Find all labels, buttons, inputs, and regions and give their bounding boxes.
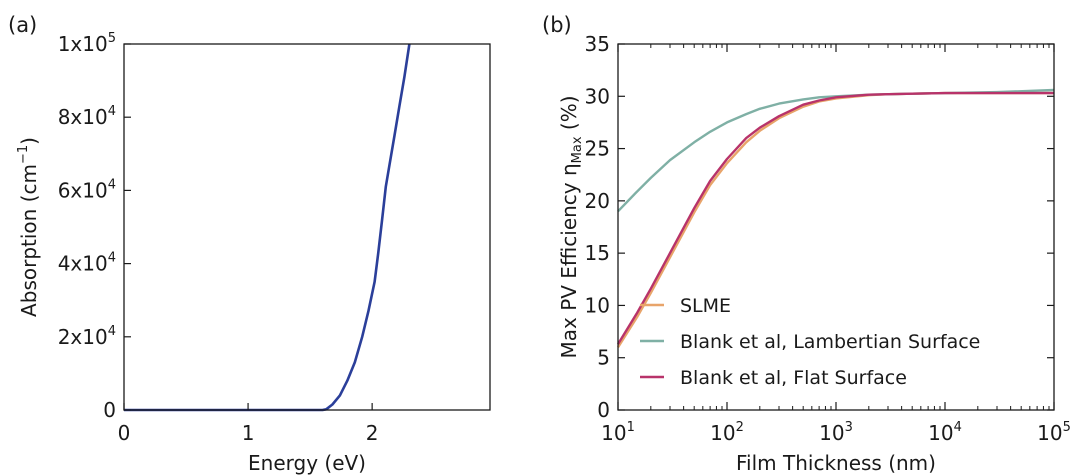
panel-b-efficiency-chart: (b) 101 102 103 104 105 0 5 10 15 20 25 30 35 SLME Blan…: [542, 13, 1070, 475]
plot-frame-a: [123, 43, 491, 411]
x-axis-label: Film Thickness (nm): [736, 451, 936, 475]
y-tick-label: 20: [585, 189, 610, 213]
x-tick-label: 101: [601, 420, 635, 445]
y-tick-label: 0: [597, 398, 610, 422]
y-axis-label: Absorption (cm−1): [16, 137, 41, 317]
y-tick-label: 5: [597, 346, 610, 370]
panel-a-absorption-chart: (a) 0 1 2 0 2x104 4x104 6x104 8x104 1x105 Energy (…: [8, 13, 491, 475]
efficiency-series-line: [617, 88, 1055, 213]
y-tick-label: 15: [585, 241, 610, 265]
x-axis-label: Energy (eV): [248, 451, 366, 475]
y-tick-label: 6x104: [58, 177, 116, 202]
x-tick-label: 104: [928, 420, 962, 445]
y-tick-label: 1x105: [58, 31, 116, 56]
x-tick-label: 102: [710, 420, 744, 445]
y-tick-label: 30: [585, 84, 610, 108]
efficiency-series-line: [616, 91, 1054, 345]
y-tick-label: 25: [585, 137, 610, 161]
y-tick-label: 10: [585, 293, 610, 317]
y-tick-label: 35: [585, 32, 610, 56]
x-tick-label: 103: [819, 420, 853, 445]
absorption-series-line: [124, 43, 411, 412]
y-axis-label: Max PV Efficiency ηMax (%): [557, 95, 585, 358]
panel-label-a: (a): [8, 13, 37, 37]
x-tick-label: 0: [118, 421, 131, 445]
panel-label-b: (b): [542, 13, 572, 37]
y-tick-label: 4x104: [58, 251, 116, 276]
y-tick-label: 2x104: [58, 324, 116, 349]
x-tick-label: 1: [242, 421, 255, 445]
y-tick-label: 8x104: [58, 104, 116, 129]
y-tick-label: 0: [103, 398, 116, 422]
legend-entry-label: Blank et al, Lambertian Surface: [680, 331, 980, 353]
legend-entry-label: Blank et al, Flat Surface: [680, 367, 907, 389]
legend-entry-label: SLME: [680, 295, 731, 317]
x-tick-label: 2: [366, 421, 379, 445]
x-tick-label: 105: [1037, 420, 1070, 445]
